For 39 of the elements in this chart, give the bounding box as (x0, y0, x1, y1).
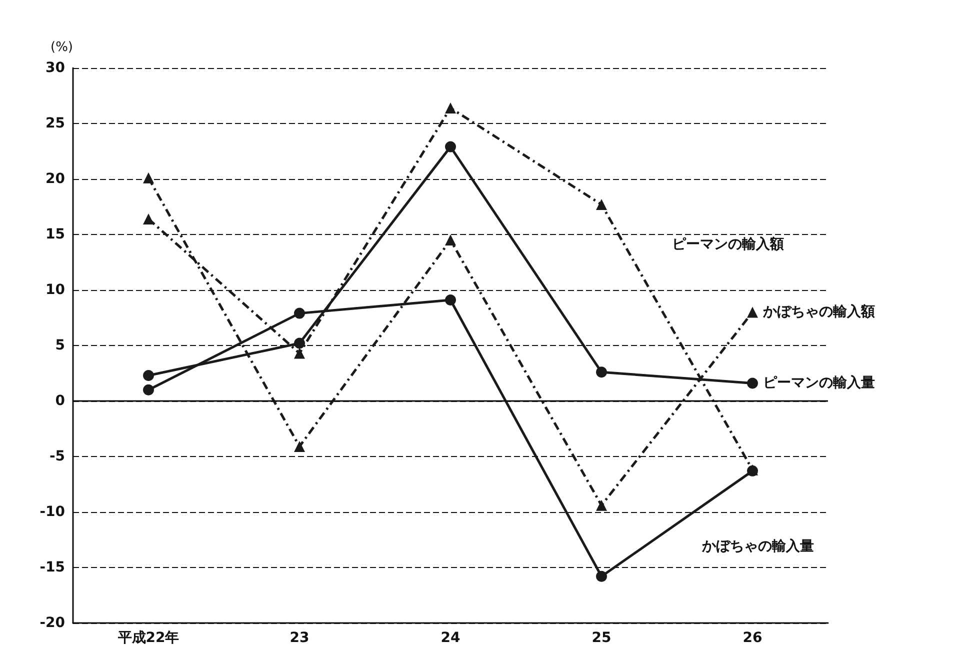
point (445, 294, 456, 306)
point (294, 338, 305, 349)
point (143, 384, 154, 396)
series-label: かぼちゃの輸入量 (701, 538, 814, 554)
point (294, 441, 305, 452)
point (747, 378, 758, 389)
x-tick-label: 平成22年 (116, 630, 180, 646)
point (143, 370, 154, 381)
point (294, 348, 305, 359)
series-label: ピーマンの輸入量 (763, 375, 875, 392)
series-label: かぼちゃの輸入額 (762, 303, 875, 320)
point (596, 500, 607, 511)
y-tick-label: -20 (40, 615, 66, 631)
point (596, 199, 607, 210)
y-tick-label: -5 (49, 448, 65, 464)
y-tick-label: 25 (46, 116, 65, 132)
y-tick-label: 20 (46, 171, 66, 187)
point (445, 102, 456, 114)
y-tick-label: 15 (46, 226, 65, 242)
x-tick-label: 24 (440, 630, 460, 646)
point (596, 570, 607, 582)
point (747, 306, 758, 318)
point (143, 172, 154, 184)
point (294, 308, 305, 319)
point (445, 234, 456, 246)
y-tick-label: 30 (46, 60, 66, 76)
y-tick-label: -15 (40, 560, 65, 576)
x-tick-label: 26 (742, 630, 762, 646)
x-tick-label: 25 (592, 630, 612, 646)
point (445, 141, 456, 152)
y-tick-label: -10 (40, 504, 66, 520)
point (143, 213, 154, 224)
y-tick-label: 0 (55, 393, 66, 409)
y-tick-label: 10 (46, 282, 66, 298)
x-tick-label: 23 (290, 630, 310, 646)
y-axis-title: (%) (50, 40, 73, 55)
y-tick-label: 5 (55, 338, 65, 354)
text: ピーマンの輸入額 (672, 236, 784, 253)
point (596, 366, 607, 378)
